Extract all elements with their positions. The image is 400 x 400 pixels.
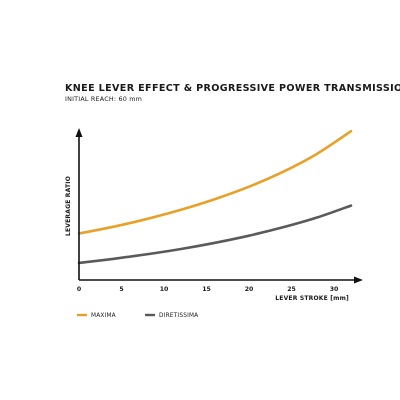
x-tick-label: 15 <box>202 286 211 293</box>
x-axis-label: LEVER STROKE [mm] <box>275 295 349 302</box>
legend-label-diretissima: DIRETISSIMA <box>159 313 198 319</box>
legend-label-maxima: MAXIMA <box>91 313 116 319</box>
x-tick-label: 25 <box>287 286 296 293</box>
x-tick-labels: 0 5 10 15 20 25 30 <box>77 286 339 293</box>
series-line-maxima <box>77 129 353 235</box>
x-tick-label: 30 <box>330 286 339 293</box>
chart-title: KNEE LEVER EFFECT & PROGRESSIVE POWER TR… <box>65 83 400 94</box>
x-tick-label: 10 <box>160 286 169 293</box>
series-line-diretissima <box>77 204 353 265</box>
x-tick-label: 20 <box>245 286 254 293</box>
y-axis-arrow <box>75 128 83 137</box>
plot-lines <box>77 129 353 265</box>
legend: MAXIMA DIRETISSIMA <box>77 313 198 319</box>
chart-subtitle: INITIAL REACH: 60 mm <box>65 95 142 103</box>
y-axis-label: LEVERAGE RATIO <box>65 176 72 236</box>
x-tick-label: 0 <box>77 286 82 293</box>
x-tick-label: 5 <box>119 286 123 293</box>
x-axis-arrow <box>354 276 363 284</box>
